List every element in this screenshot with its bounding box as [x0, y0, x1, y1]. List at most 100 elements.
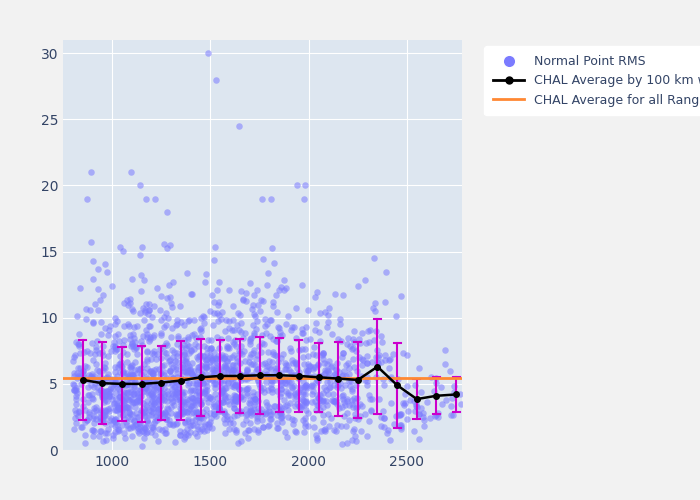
Point	[283, 366, 294, 374]
Point	[136, 392, 147, 400]
Point	[136, 370, 147, 378]
Point	[312, 376, 323, 384]
Point	[153, 392, 164, 400]
Point	[209, 310, 220, 318]
Point	[327, 396, 338, 404]
Point	[361, 359, 372, 367]
Point	[221, 412, 232, 420]
Point	[204, 306, 216, 314]
Point	[245, 279, 256, 287]
Point	[140, 402, 151, 409]
Point	[332, 359, 343, 367]
Point	[200, 364, 211, 372]
Point	[172, 348, 183, 356]
Point	[322, 410, 333, 418]
Point	[68, 426, 79, 434]
Point	[369, 299, 380, 307]
Point	[167, 422, 178, 430]
Point	[216, 389, 227, 397]
Point	[211, 412, 222, 420]
Point	[192, 412, 203, 420]
Point	[122, 396, 134, 404]
Point	[256, 410, 267, 418]
Point	[172, 334, 183, 342]
Point	[144, 306, 155, 314]
Point	[230, 361, 241, 369]
Point	[223, 344, 235, 352]
Point	[104, 392, 115, 400]
Point	[373, 352, 384, 360]
Point	[116, 420, 127, 428]
Point	[217, 380, 228, 388]
Point	[129, 383, 140, 391]
Point	[297, 396, 308, 404]
Point	[286, 384, 297, 392]
Point	[213, 352, 224, 360]
Point	[218, 376, 230, 384]
Point	[412, 404, 423, 411]
Point	[177, 376, 188, 384]
Point	[209, 256, 220, 264]
Point	[314, 394, 325, 402]
Point	[104, 326, 115, 334]
Point	[261, 370, 272, 378]
Point	[186, 370, 197, 378]
Point	[121, 368, 132, 376]
Point	[168, 384, 179, 392]
Point	[281, 380, 293, 388]
Point	[373, 359, 384, 367]
Point	[256, 331, 267, 339]
Point	[330, 366, 342, 374]
Point	[113, 385, 125, 393]
Point	[88, 319, 99, 327]
Point	[96, 427, 107, 435]
Point	[229, 425, 240, 433]
Point	[454, 390, 466, 398]
Point	[266, 376, 277, 384]
Point	[248, 392, 259, 400]
Point	[130, 422, 141, 430]
Point	[83, 392, 94, 400]
Point	[294, 385, 305, 393]
Point	[149, 432, 160, 440]
Point	[247, 321, 258, 329]
Point	[163, 314, 174, 322]
Point	[179, 418, 190, 426]
Point	[384, 436, 395, 444]
Point	[148, 369, 159, 377]
Point	[74, 349, 85, 357]
Point	[307, 382, 318, 390]
Point	[167, 324, 178, 332]
Point	[162, 393, 174, 401]
Point	[276, 404, 288, 412]
Point	[302, 366, 313, 374]
Point	[194, 351, 205, 359]
Point	[164, 368, 176, 376]
Point	[113, 404, 125, 412]
Point	[314, 390, 326, 398]
Point	[159, 390, 170, 398]
Point	[127, 371, 138, 379]
Point	[332, 421, 343, 429]
Point	[219, 394, 230, 402]
Point	[337, 348, 349, 356]
Point	[382, 426, 393, 434]
Point	[455, 400, 466, 408]
Point	[108, 417, 120, 425]
Point	[344, 364, 355, 372]
Point	[123, 380, 134, 388]
Point	[222, 369, 233, 377]
Point	[298, 378, 309, 386]
Point	[332, 335, 344, 343]
Point	[248, 396, 259, 404]
Point	[136, 428, 147, 436]
Point	[356, 372, 367, 380]
Point	[92, 388, 104, 396]
Point	[114, 388, 125, 396]
Point	[199, 390, 210, 398]
Point	[176, 402, 187, 409]
Point	[320, 366, 331, 374]
Point	[391, 312, 402, 320]
Point	[108, 430, 119, 438]
Point	[188, 408, 199, 416]
